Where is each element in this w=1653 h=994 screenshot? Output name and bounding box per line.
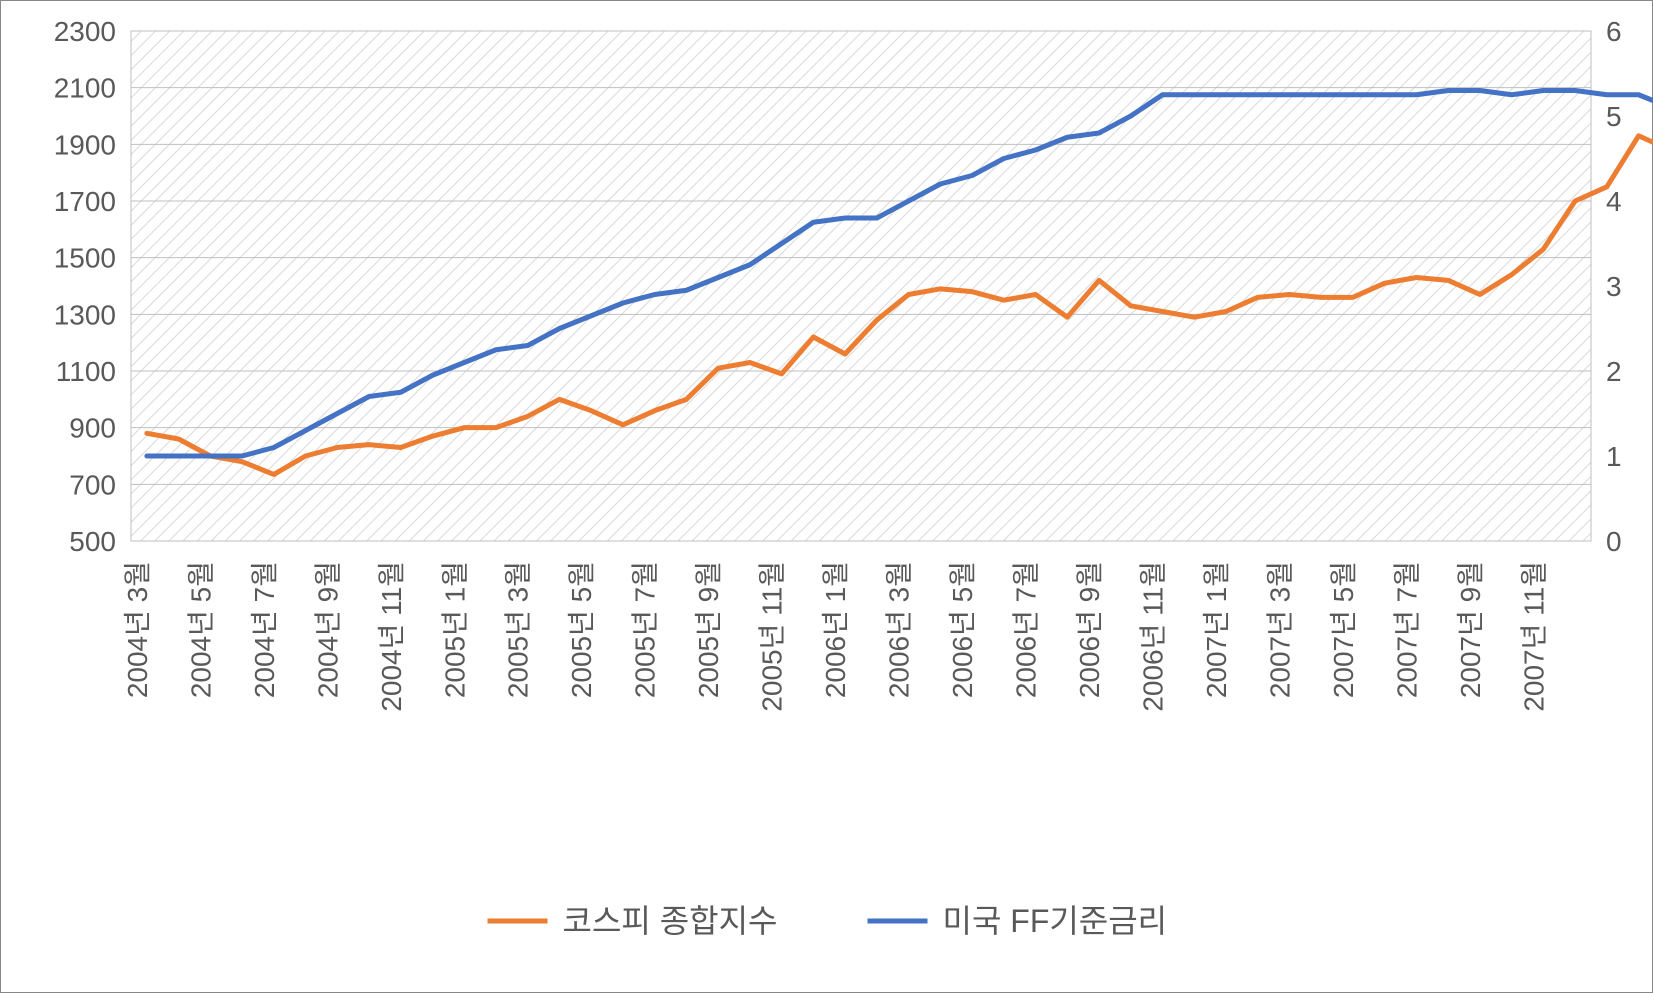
x-tick-label: 2004년 7월 — [249, 561, 280, 698]
legend: 코스피 종합지수 미국 FF기준금리 — [488, 903, 1168, 939]
x-tick-label: 2004년 9월 — [312, 561, 343, 698]
x-tick-label: 2005년 11월 — [757, 561, 788, 712]
y2-tick-label: 1 — [1606, 441, 1622, 472]
x-tick-label: 2007년 11월 — [1518, 561, 1549, 712]
y1-tick-label: 1900 — [54, 129, 116, 160]
line-chart: 500 700 900 1100 1300 1500 1700 1900 2100 2300 0 1 2… — [1, 1, 1653, 994]
x-tick-label: 2007년 1월 — [1201, 561, 1232, 698]
y1-tick-label: 2100 — [54, 73, 116, 104]
x-tick-label: 2005년 1월 — [439, 561, 470, 698]
x-tick-label: 2006년 9월 — [1074, 561, 1105, 698]
y2-tick-label: 6 — [1606, 16, 1622, 47]
x-tick-label: 2007년 3월 — [1264, 561, 1295, 698]
y1-tick-label: 1100 — [56, 356, 116, 387]
plot-area — [131, 31, 1591, 541]
legend-label: 코스피 종합지수 — [563, 903, 778, 939]
y1-tick-label: 1500 — [54, 243, 116, 274]
y1-tick-label: 900 — [69, 413, 116, 444]
x-tick-label: 2006년 5월 — [947, 561, 978, 698]
y2-tick-label: 5 — [1606, 101, 1622, 132]
y1-tick-label: 2300 — [54, 16, 116, 47]
x-tick-label: 2006년 1월 — [820, 561, 851, 698]
chart-frame: 500 700 900 1100 1300 1500 1700 1900 2100 2300 0 1 2… — [0, 0, 1653, 993]
x-tick-label: 2006년 11월 — [1138, 561, 1169, 712]
x-tick-label: 2004년 11월 — [376, 561, 407, 712]
y1-tick-label: 1300 — [54, 299, 116, 330]
x-tick-label: 2004년 3월 — [122, 561, 153, 698]
y1-tick-label: 1700 — [54, 186, 116, 217]
x-tick-label: 2005년 5월 — [566, 561, 597, 698]
x-tick-label: 2004년 5월 — [185, 561, 216, 698]
y2-tick-label: 3 — [1606, 271, 1622, 302]
x-tick-label: 2007년 7월 — [1391, 561, 1422, 698]
y2-tick-label: 4 — [1606, 186, 1622, 217]
x-tick-label: 2007년 5월 — [1328, 561, 1359, 698]
y1-tick-label: 700 — [69, 469, 116, 500]
x-tick-label: 2007년 9월 — [1455, 561, 1486, 698]
x-tick-label: 2005년 9월 — [693, 561, 724, 698]
x-tick-label: 2005년 7월 — [630, 561, 661, 698]
x-tick-label: 2005년 3월 — [503, 561, 534, 698]
x-tick-label: 2006년 3월 — [884, 561, 915, 698]
y2-tick-label: 0 — [1606, 526, 1622, 557]
y1-tick-label: 500 — [69, 526, 116, 557]
y2-tick-label: 2 — [1606, 356, 1622, 387]
legend-label: 미국 FF기준금리 — [943, 903, 1168, 939]
x-tick-label: 2006년 7월 — [1011, 561, 1042, 698]
